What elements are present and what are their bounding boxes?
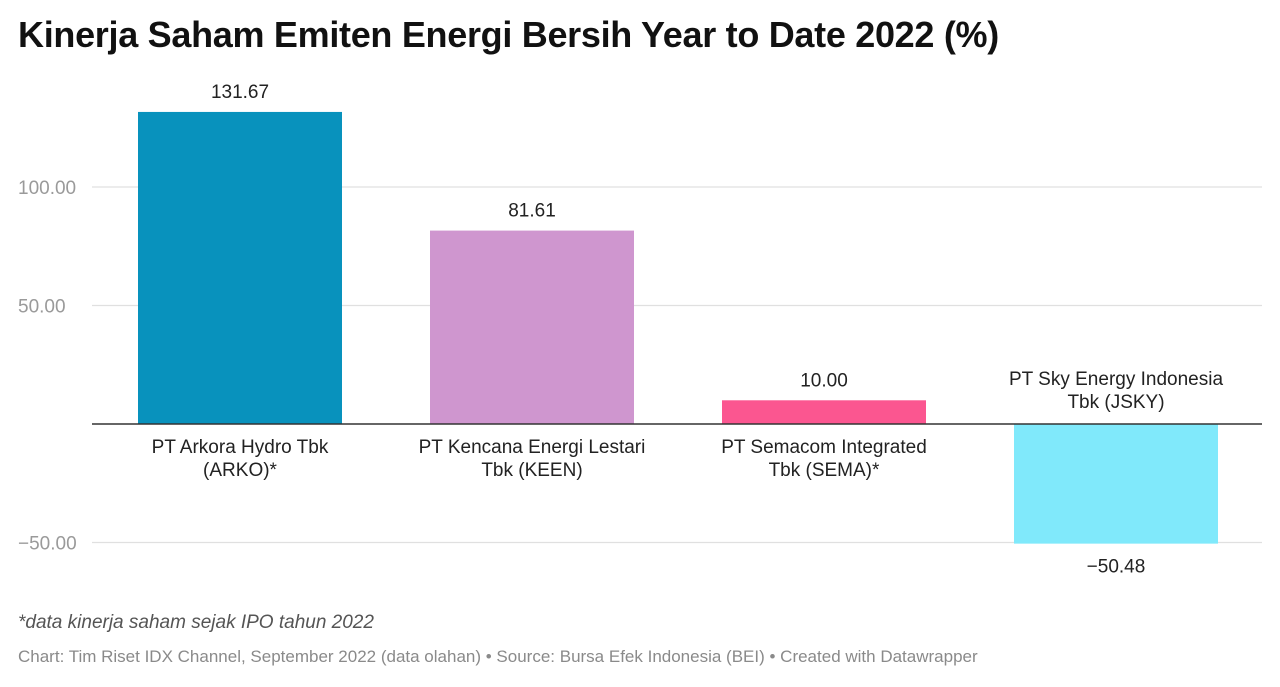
category-label: PT Arkora Hydro Tbk	[152, 437, 329, 458]
value-label: 10.00	[800, 370, 848, 391]
y-tick-label: 100.00	[18, 178, 76, 199]
category-label: PT Sky Energy Indonesia	[1009, 369, 1223, 390]
value-label: 81.61	[508, 201, 556, 222]
source-line: Chart: Tim Riset IDX Channel, September …	[18, 647, 978, 666]
category-label: Tbk (SEMA)*	[769, 460, 880, 481]
bar	[722, 400, 926, 424]
category-label: Tbk (KEEN)	[481, 460, 582, 481]
category-label: PT Semacom Integrated	[721, 437, 927, 458]
category-label: (ARKO)*	[203, 460, 278, 481]
value-label: −50.48	[1087, 557, 1146, 578]
chart-title: Kinerja Saham Emiten Energi Bersih Year …	[18, 14, 999, 55]
bar	[430, 230, 634, 424]
y-tick-label: 50.00	[18, 297, 66, 318]
y-tick-label: −50.00	[18, 534, 77, 555]
bar-chart: 100.00 50.00 −50.00 131.67 PT Arkora Hydro T…	[18, 82, 1262, 578]
category-label: Tbk (JSKY)	[1067, 392, 1164, 413]
bar	[138, 111, 342, 424]
bar	[1014, 424, 1218, 544]
footnote: *data kinerja saham sejak IPO tahun 2022	[18, 612, 374, 633]
value-label: 131.67	[211, 82, 269, 103]
category-label: PT Kencana Energi Lestari	[419, 437, 646, 458]
